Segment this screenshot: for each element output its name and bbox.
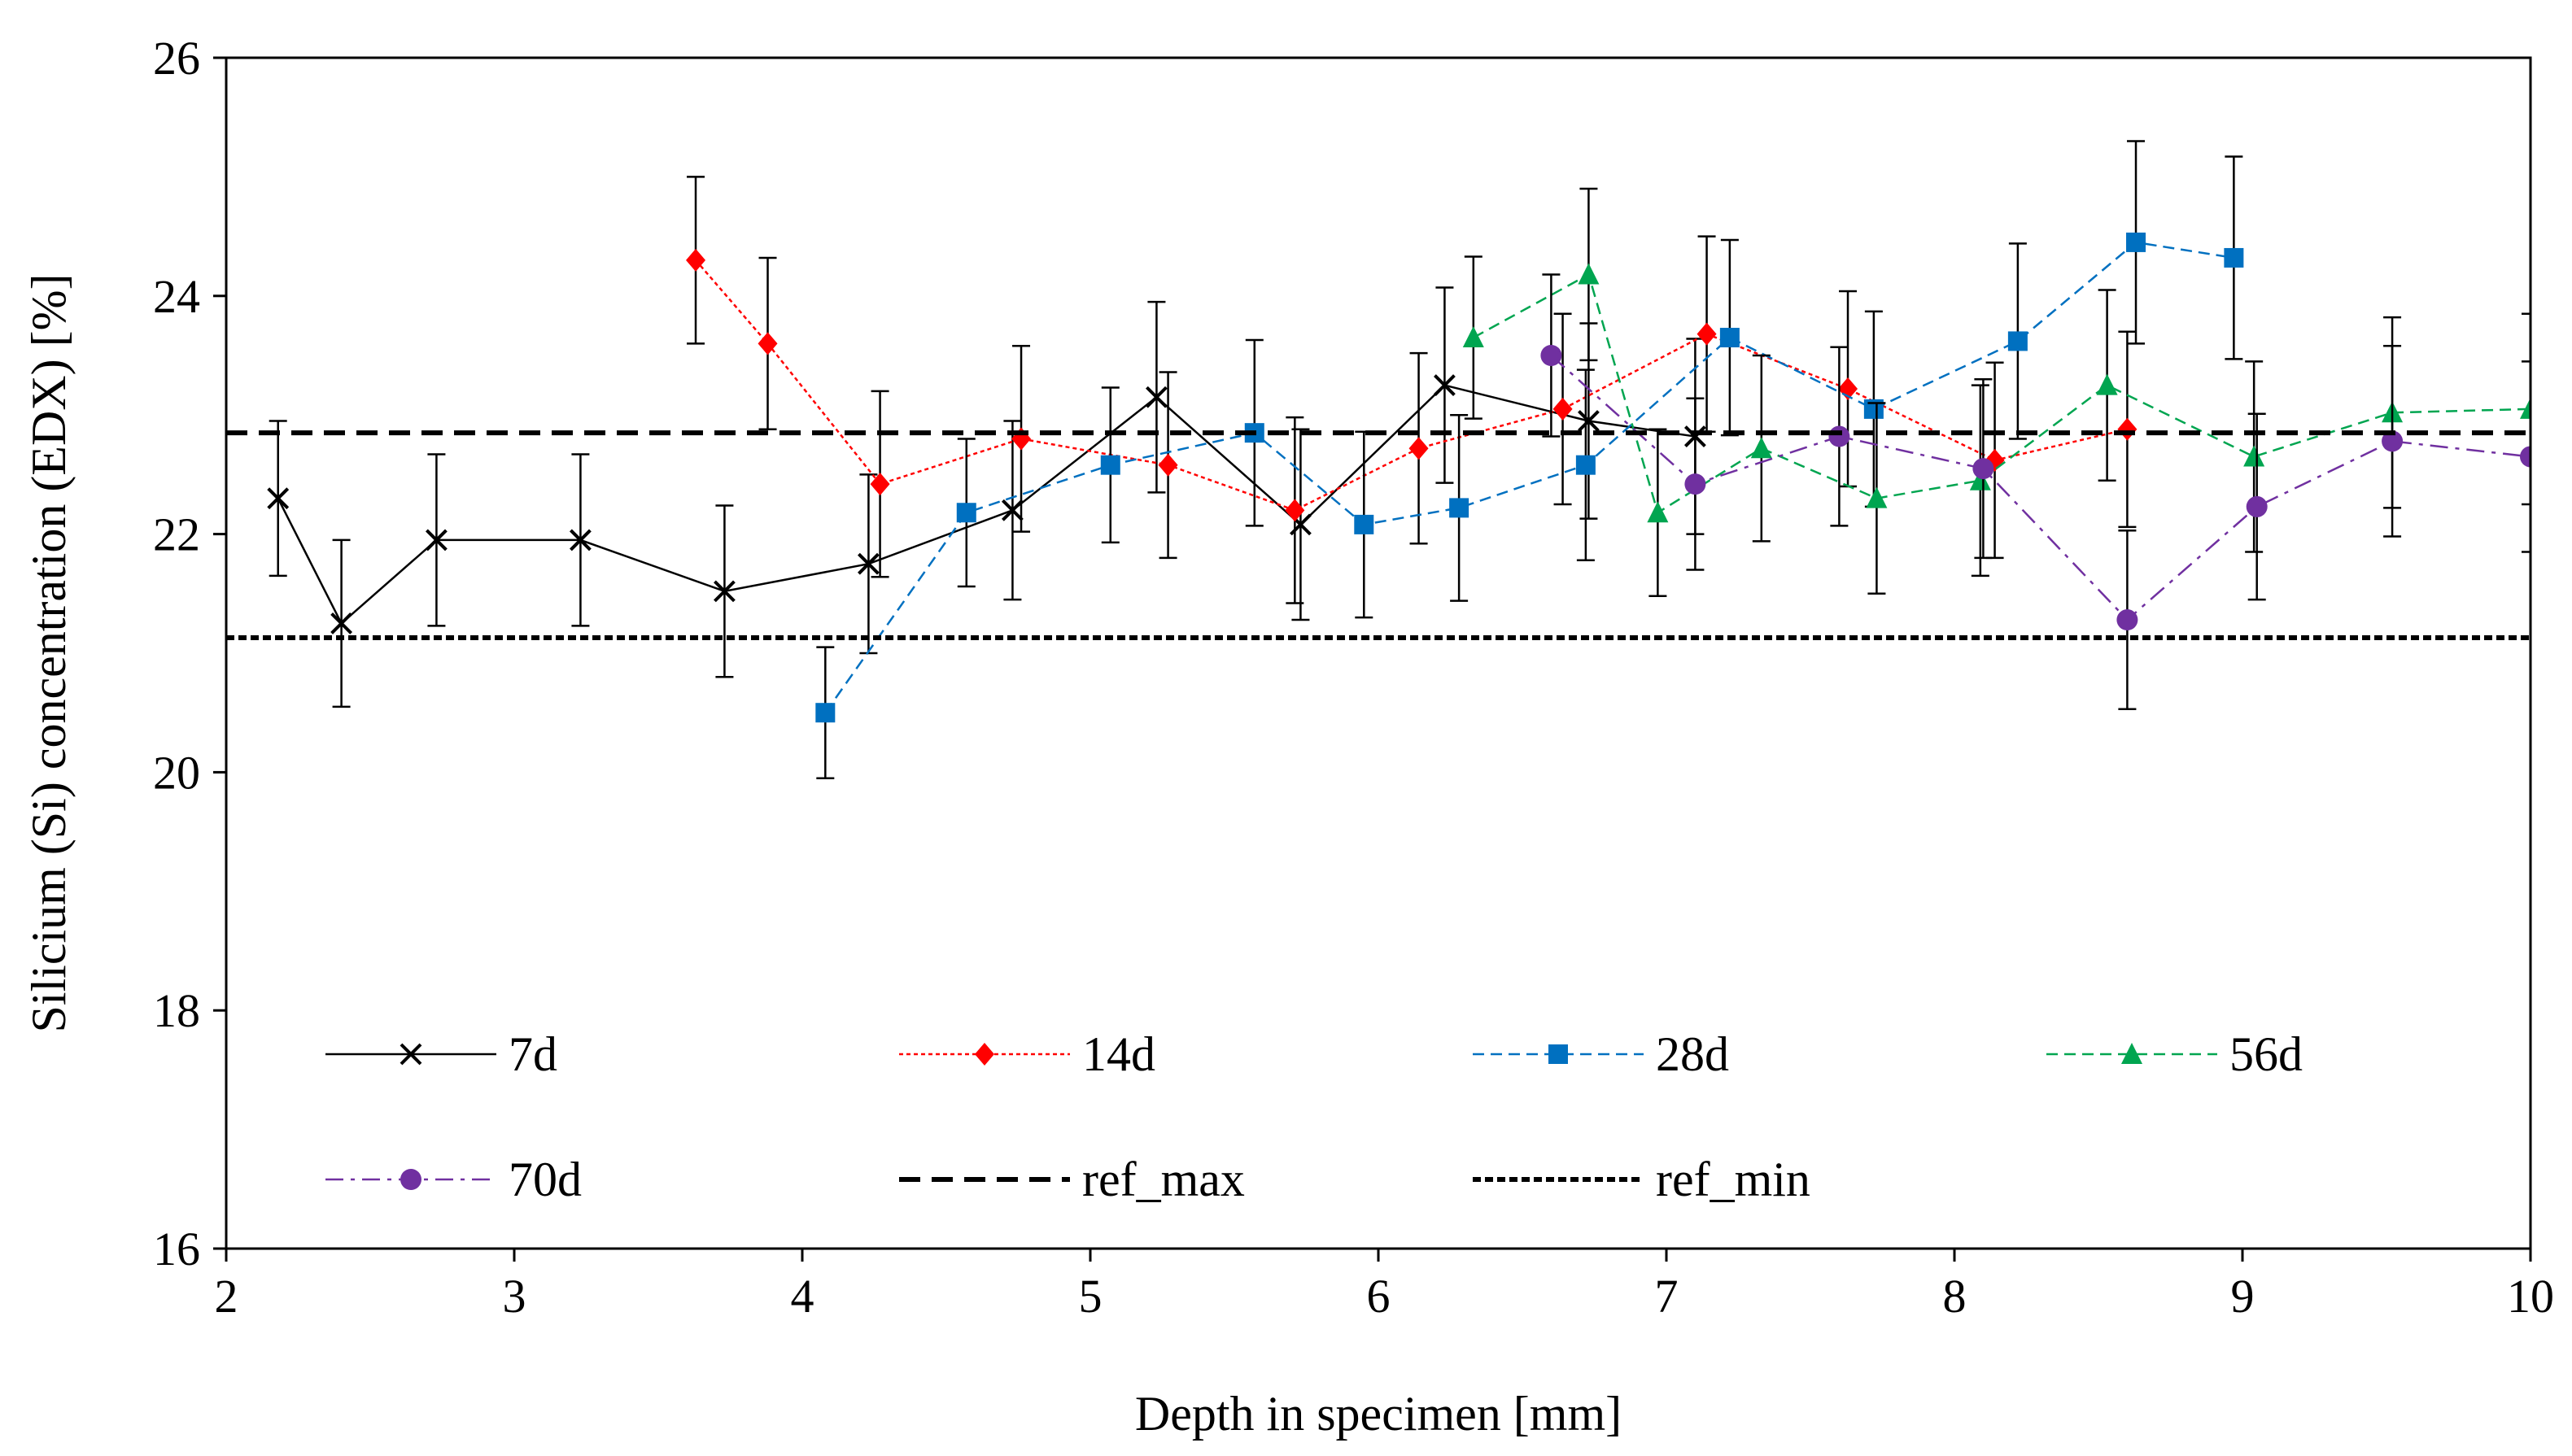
data-point [714,580,736,603]
series-28d [815,140,2244,779]
legend-entry-7d: 7d [325,1027,557,1081]
data-point [1540,345,1562,366]
x-tick-label: 5 [1079,1270,1103,1323]
series-line-56d [1473,272,2531,515]
data-point [2096,373,2118,395]
data-point [2116,609,2138,631]
data-point [1462,326,1484,348]
data-point [1575,455,1596,475]
axes-layer: 2 3 4 5 6 7 8 9 10 16 18 20 22 24 26 [153,32,2554,1323]
legend-entry-28d: 28d [1473,1027,1729,1081]
data-point [1750,437,1772,459]
series-7d [267,286,1706,708]
legend-label: 28d [1656,1027,1729,1081]
series-line-28d [824,241,2234,713]
data-point [1285,499,1305,522]
y-axis-title: Silicium (Si) concentration (EDX) [%] [22,273,76,1032]
x-axis-title: Depth in specimen [mm] [1135,1387,1622,1441]
x-tick-label: 9 [2231,1270,2255,1323]
x-tick-label: 6 [1367,1270,1391,1323]
legend-marker [400,1169,421,1190]
legend-marker [2121,1043,2142,1064]
data-point [1866,486,1888,508]
data-point [1354,514,1374,534]
data-point [1969,469,1991,490]
series-56d [1462,187,2531,597]
data-point [2243,445,2265,467]
data-point [2520,397,2531,419]
y-tick-label: 22 [153,508,200,561]
data-point [1449,498,1469,518]
data-point [858,552,880,575]
data-point [686,248,706,272]
y-tick-label: 26 [153,32,200,85]
data-point [1434,374,1456,397]
legend-entry-70d: 70d [325,1153,582,1206]
legend-label: 14d [1082,1027,1155,1081]
legend-entry-56d: 56d [2046,1027,2303,1081]
data-point [1684,473,1706,495]
x-tick-label: 4 [791,1270,814,1323]
series-layer [226,140,2531,779]
series-line-70d [1550,355,2531,621]
x-tick-label: 2 [215,1270,238,1323]
data-point [956,503,976,523]
legend-marker [1548,1044,1568,1064]
x-tick-label: 8 [1943,1270,1967,1323]
legend-label: 70d [509,1153,582,1206]
data-point [1647,501,1669,523]
data-point [1552,397,1573,421]
legend-marker [975,1043,994,1066]
y-tick-label: 16 [153,1223,200,1275]
y-tick-label: 20 [153,746,200,799]
data-point [1158,453,1178,477]
legend: 7d 14d 28d 56d 70d ref_max ref_min [325,1027,2303,1206]
x-tick-label: 7 [1655,1270,1679,1323]
legend-label: 7d [509,1027,557,1081]
error-bar [2522,360,2531,553]
data-point [1696,322,1717,346]
y-tick-label: 24 [153,270,200,323]
data-point [1408,437,1429,460]
y-tick-label: 18 [153,984,200,1037]
data-point [2224,247,2244,268]
data-point [1578,410,1600,432]
data-point [1828,425,1850,447]
data-point [267,487,290,510]
legend-entry-ref_max: ref_max [899,1153,1245,1206]
legend-entry-ref_min: ref_min [1473,1153,1810,1206]
data-point [2126,232,2146,252]
data-point [758,332,778,355]
data-point [1100,455,1120,475]
data-point [1002,499,1024,521]
data-point [330,612,353,634]
legend-label: ref_max [1082,1153,1245,1206]
error-bar [2522,312,2531,506]
data-point [1719,328,1740,348]
data-point [2382,430,2404,452]
data-point [1972,458,1994,480]
data-point [1146,386,1168,408]
data-point [2246,495,2268,517]
data-point [815,703,836,723]
series-line-7d [277,384,1696,626]
x-tick-label: 3 [503,1270,526,1323]
legend-label: 56d [2229,1027,2303,1081]
data-point [426,529,448,551]
data-point [1578,263,1600,285]
data-point [2520,446,2531,468]
legend-marker [400,1043,422,1066]
data-point [2007,331,2028,351]
legend-label: ref_min [1656,1153,1810,1206]
data-point [870,473,890,496]
series-70d [1540,273,2531,711]
x-tick-label: 10 [2507,1270,2554,1323]
legend-entry-14d: 14d [899,1027,1155,1081]
data-point [570,529,592,551]
